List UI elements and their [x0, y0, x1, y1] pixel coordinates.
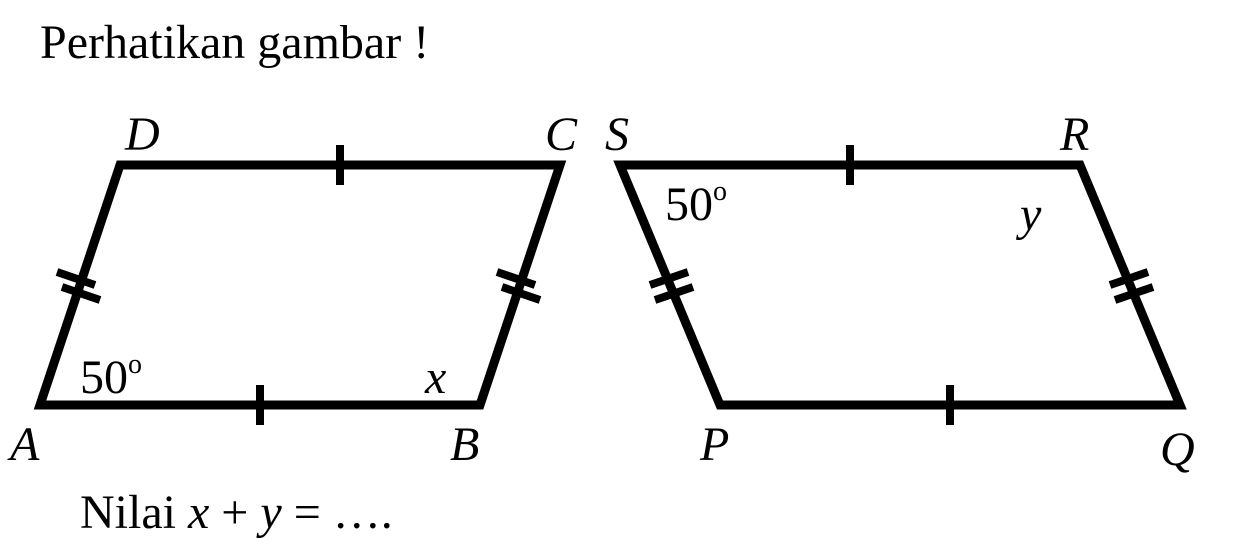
vertex-c: C: [545, 108, 578, 161]
vertex-a: A: [7, 418, 40, 471]
q-x: x: [188, 486, 209, 539]
vertex-s: S: [605, 108, 629, 161]
vertex-p: P: [699, 418, 729, 471]
vertex-r: R: [1059, 108, 1089, 161]
angle-r-y: y: [1015, 188, 1042, 241]
q-plus: +: [209, 486, 260, 539]
vertex-q: Q: [1160, 423, 1195, 475]
angle-b-x: x: [424, 351, 446, 404]
vertex-d: D: [124, 108, 160, 161]
title-text: Perhatikan gambar !: [40, 15, 429, 70]
q-y: y: [260, 486, 281, 539]
question-text: Nilai x + y = ….: [80, 485, 393, 540]
q-suffix: = ….: [282, 486, 393, 539]
angle-s-value: 50o: [665, 176, 727, 231]
angle-a-value: 50o: [80, 349, 142, 404]
diagram-svg: D C A B 50o x S R P Q 50o y: [0, 75, 1250, 475]
q-prefix: Nilai: [80, 486, 188, 539]
vertex-b: B: [450, 418, 479, 471]
